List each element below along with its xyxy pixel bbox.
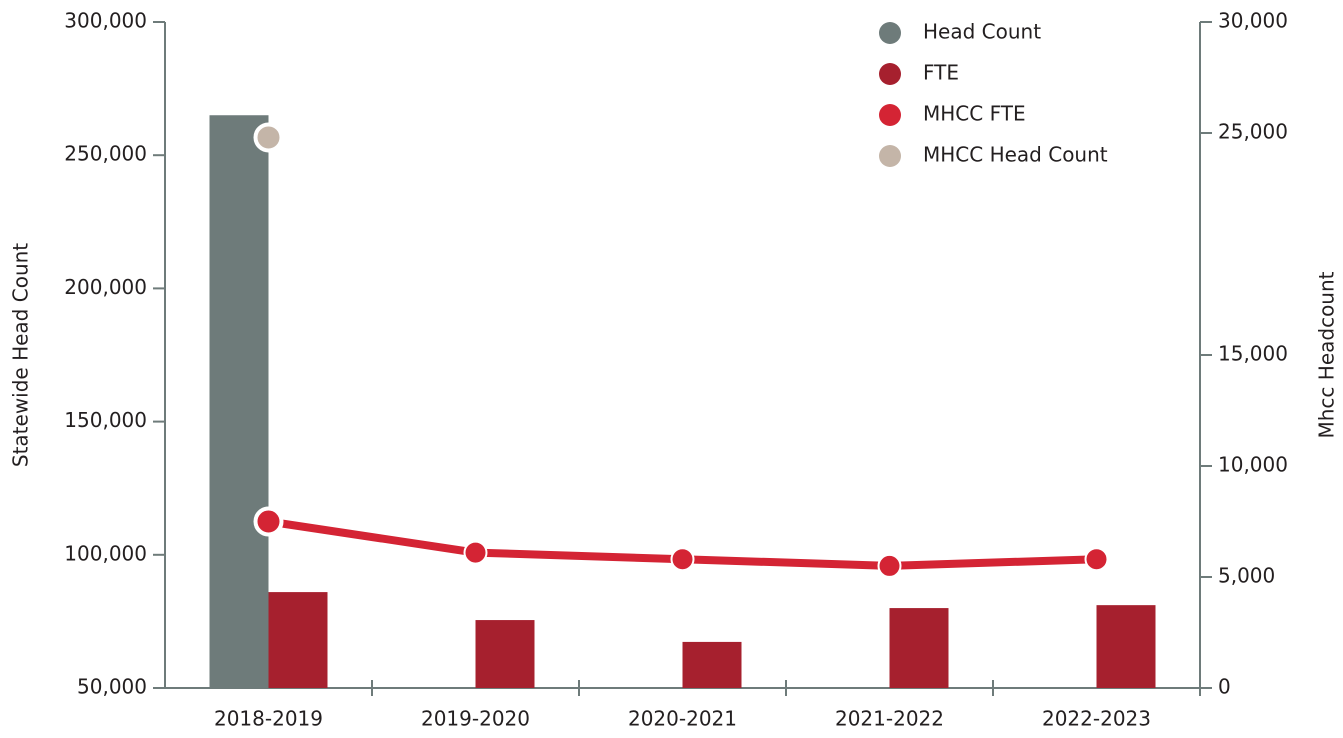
- legend-label: FTE: [923, 61, 959, 85]
- y2-tick-label: 10,000: [1218, 453, 1288, 477]
- point: [877, 553, 902, 578]
- point: [670, 547, 695, 572]
- legend-marker: [879, 104, 901, 126]
- x-tick-label: 2021-2022: [835, 707, 944, 731]
- y-tick-label: 250,000: [64, 142, 147, 166]
- y-axis-label: Statewide Head Count: [9, 243, 33, 467]
- bar: [209, 115, 269, 689]
- legend-label: MHCC Head Count: [923, 143, 1108, 167]
- bar: [889, 608, 949, 688]
- bar: [1096, 605, 1156, 688]
- legend-marker: [879, 63, 901, 85]
- point: [253, 122, 284, 153]
- legend-marker: [879, 145, 901, 167]
- point: [253, 506, 284, 537]
- legend-marker: [879, 22, 901, 44]
- y-tick-label: 50,000: [77, 675, 147, 699]
- y-tick-label: 100,000: [64, 541, 147, 565]
- y2-tick-label: 5,000: [1218, 564, 1275, 588]
- bar: [475, 620, 535, 688]
- x-tick-label: 2020-2021: [628, 707, 737, 731]
- y2-tick-label: 15,000: [1218, 342, 1288, 366]
- bar: [268, 592, 328, 688]
- y2-tick-label: 0: [1218, 675, 1231, 699]
- y-tick-label: 200,000: [64, 275, 147, 299]
- y-tick-label: 300,000: [64, 9, 147, 33]
- x-tick-label: 2019-2020: [421, 707, 530, 731]
- y-tick-label: 150,000: [64, 408, 147, 432]
- y2-tick-label: 30,000: [1218, 9, 1288, 33]
- bar: [682, 641, 742, 688]
- legend-label: MHCC FTE: [923, 102, 1026, 126]
- y2-axis-label: Mhcc Headcount: [1315, 271, 1339, 438]
- point: [463, 540, 488, 565]
- legend-label: Head Count: [923, 20, 1041, 44]
- point: [1084, 547, 1109, 572]
- x-tick-label: 2018-2019: [214, 707, 323, 731]
- x-tick-label: 2022-2023: [1042, 707, 1151, 731]
- y2-tick-label: 25,000: [1218, 120, 1288, 144]
